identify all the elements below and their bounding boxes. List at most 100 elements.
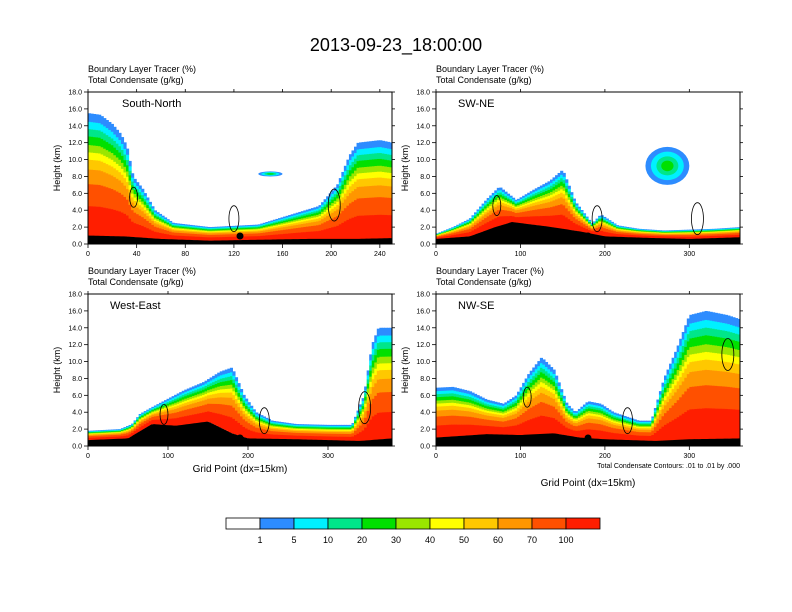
tracer-cell (184, 227, 188, 229)
tracer-cell (348, 176, 353, 182)
tracer-cell (593, 224, 597, 226)
tracer-cell (151, 206, 155, 209)
tracer-cell (557, 386, 561, 390)
tracer-cell (588, 401, 592, 405)
tracer-cell (288, 424, 292, 426)
tracer-cell (207, 233, 211, 236)
tracer-cell (626, 230, 630, 232)
tracer-cell (103, 431, 107, 433)
tracer-cell (537, 186, 541, 190)
tracer-cell (338, 424, 342, 427)
tracer-cell (222, 227, 226, 229)
tracer-cell (323, 229, 327, 240)
tracer-cell (476, 400, 480, 403)
tracer-cell (524, 203, 528, 206)
tracer-cell (717, 337, 721, 347)
tracer-cell (582, 219, 587, 221)
tracer-cell (600, 420, 604, 425)
tracer-cell (724, 330, 728, 339)
tracer-cell (671, 395, 675, 406)
tracer-cell (283, 218, 287, 220)
tracer-cell (466, 404, 470, 408)
tracer-cell (474, 417, 478, 426)
tracer-cell (610, 233, 614, 237)
tracer-cell (676, 363, 680, 371)
tracer-cell (724, 229, 728, 231)
tracer-cell (321, 223, 325, 231)
tracer-cell (461, 223, 465, 225)
tracer-cell (512, 200, 516, 203)
tracer-cell (664, 375, 668, 381)
tracer-cell (295, 232, 299, 240)
tracer-cell (707, 234, 711, 237)
tracer-cell (456, 406, 460, 411)
tracer-cell (128, 430, 132, 433)
tracer-cell (694, 232, 698, 234)
tracer-cell (166, 225, 170, 228)
tracer-cell (240, 397, 244, 402)
tracer-cell (615, 231, 619, 235)
tracer-cell (158, 213, 163, 216)
tracer-cell (204, 388, 208, 392)
tracer-cell (90, 431, 94, 433)
tracer-cell (100, 433, 104, 434)
tracer-cell (608, 229, 612, 233)
tracer-cell (709, 370, 713, 386)
tracer-cell (727, 315, 731, 325)
tracer-cell (115, 157, 119, 165)
tracer-cell (331, 426, 335, 429)
tracer-cell (552, 393, 556, 400)
tracer-cell (308, 433, 312, 437)
tracer-cell (227, 380, 231, 386)
tracer-cell (118, 432, 122, 434)
tracer-cell (386, 172, 391, 179)
tracer-cell (245, 401, 249, 405)
tracer-cell (381, 197, 385, 216)
tracer-cell (664, 413, 668, 426)
tracer-cell (603, 416, 607, 420)
tracer-cell (588, 221, 592, 223)
tracer-cell (338, 430, 342, 433)
tracer-cell (126, 426, 130, 428)
tracer-cell (212, 234, 216, 238)
tracer-cell (250, 416, 254, 419)
tracer-cell (590, 413, 594, 417)
tracer-cell (290, 220, 294, 223)
tracer-cell (732, 235, 736, 238)
tracer-cell (227, 385, 231, 390)
tracer-cell (686, 236, 690, 240)
tracer-cell (666, 235, 670, 237)
tracer-cell (532, 189, 536, 193)
tracer-cell (709, 230, 713, 231)
tracer-cell (537, 201, 541, 205)
tracer-cell (189, 226, 193, 229)
tracer-cell (461, 224, 465, 226)
tracer-cell (267, 223, 271, 226)
tracer-cell (171, 396, 175, 399)
tracer-cell (608, 420, 612, 424)
tracer-cell (694, 361, 698, 372)
tracer-cell (664, 405, 668, 414)
tracer-cell (184, 409, 188, 417)
plot-frame (435, 91, 741, 245)
tracer-cell (527, 194, 531, 198)
tracer-cell (151, 230, 155, 239)
tracer-cell (141, 425, 145, 431)
tracer-cell (539, 363, 543, 369)
tracer-cell (270, 420, 274, 423)
tracer-cell (734, 373, 739, 389)
tracer-cell (727, 231, 731, 233)
tracer-cell (278, 429, 282, 433)
tracer-cell (623, 229, 627, 231)
tracer-cell (499, 403, 503, 406)
tracer-cell (346, 185, 350, 191)
tracer-cell (196, 226, 201, 228)
tracer-cell (262, 419, 266, 421)
tracer-cell (732, 229, 736, 231)
tracer-cell (702, 229, 706, 231)
tracer-cell (308, 208, 312, 212)
tracer-cell (717, 234, 721, 237)
tracer-cell (458, 227, 462, 229)
tracer-cell (305, 217, 309, 220)
tracer-cell (379, 153, 383, 160)
